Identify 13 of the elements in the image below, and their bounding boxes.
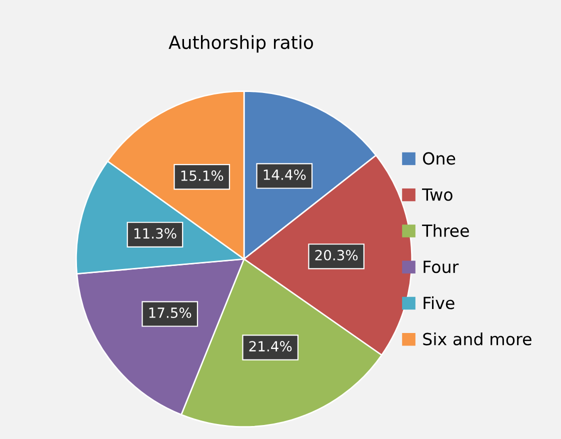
legend-label: Five	[424, 296, 454, 310]
legend-label: Two	[422, 188, 452, 201]
legend-label: Four	[424, 260, 459, 274]
legend-label: Six and more	[423, 332, 532, 346]
data-label: 11.3%	[134, 228, 176, 239]
data-label: 14.4%	[264, 170, 306, 180]
legend-label: Three	[422, 224, 469, 237]
data-label: 21.4%	[249, 341, 292, 352]
data-label: 20.3%	[315, 250, 358, 260]
legend-label: One	[423, 152, 456, 165]
data-label: 17.5%	[149, 308, 192, 318]
data-label: 15.1%	[181, 170, 224, 181]
chart-title: Authorship ratio	[168, 35, 313, 53]
